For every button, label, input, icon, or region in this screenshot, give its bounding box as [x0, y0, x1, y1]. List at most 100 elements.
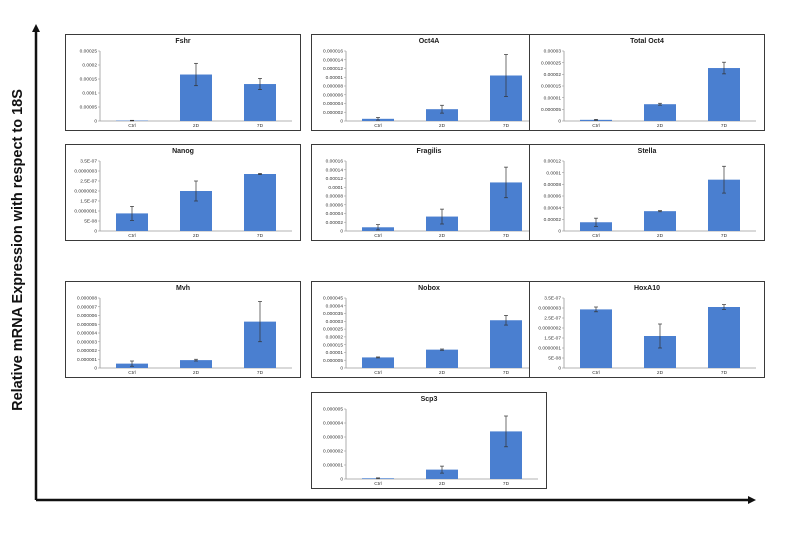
chart-plot-area: 0 0.00002 0.00004 0.00006 0.00008 0.0001 0.000… — [544, 159, 756, 239]
x-tick-label: 7D — [503, 481, 510, 487]
chart-panel-nobox: Nobox 0 0.000005 0.00001 0.000015 0.00002 0.00… — [311, 281, 547, 378]
x-tick-label: 7D — [503, 370, 510, 376]
y-tick-label: 5E-08 — [548, 356, 561, 362]
chart-plot-area: 0 0.000001 0.000002 0.000003 0.000004 0.00000… — [323, 407, 538, 487]
y-tick-label: 0.000012 — [323, 66, 343, 72]
chart-panel-hoxa10: HoxA10 0 5E-08 0.0000001 1.5E-07 0.0000002 2.5… — [529, 281, 765, 378]
x-tick-label: 2D — [657, 233, 664, 239]
y-tick-label: 0.000001 — [323, 463, 343, 469]
x-tick-label: Ctrl — [128, 233, 135, 239]
bar-7d — [490, 320, 522, 368]
x-tick-label: 7D — [721, 123, 728, 129]
chart-plot-area: 00.0000050.000010.0000150.000020.0000250… — [541, 49, 756, 129]
y-tick-label: 0.00003 — [326, 319, 344, 325]
y-tick-label: 0.000007 — [77, 304, 97, 310]
chart-title: Nanog — [172, 148, 194, 155]
y-tick-label: 0.00001 — [544, 95, 562, 101]
x-tick-label: 2D — [439, 233, 446, 239]
y-tick-label: 0.000005 — [77, 322, 97, 328]
x-tick-label: 7D — [257, 370, 264, 376]
x-tick-label: Ctrl — [374, 370, 381, 376]
y-tick-label: 0.00002 — [544, 217, 562, 223]
chart-title: Stella — [637, 148, 657, 155]
chart-plot-area: 00.0000050.000010.0000150.000020.0000250… — [323, 296, 538, 376]
y-tick-label: 0.00002 — [326, 220, 344, 226]
y-tick-label: 0.0001 — [546, 170, 561, 176]
y-tick-label: 0.0001 — [328, 185, 343, 191]
chart-title: Total Oct4 — [630, 38, 664, 45]
y-tick-label: 0.0000001 — [538, 346, 561, 352]
y-tick-label: 0.000014 — [323, 57, 343, 63]
x-tick-label: 2D — [657, 123, 664, 129]
y-tick-label: 0 — [340, 366, 343, 372]
y-tick-label: 2.5E-07 — [544, 316, 561, 322]
y-tick-label: 0.000004 — [323, 421, 343, 427]
y-tick-label: 0.000008 — [323, 84, 343, 90]
y-tick-label: 0.0000003 — [538, 306, 561, 312]
x-tick-label: 7D — [503, 233, 510, 239]
x-tick-label: Ctrl — [374, 481, 381, 487]
y-tick-label: 0.000003 — [77, 339, 97, 345]
x-tick-label: 2D — [193, 233, 200, 239]
x-tick-label: Ctrl — [374, 233, 381, 239]
y-tick-label: 0.000006 — [77, 313, 97, 319]
y-tick-label: 0.00005 — [80, 105, 98, 111]
bar-7d — [244, 174, 276, 231]
y-tick-label: 0.00016 — [326, 159, 344, 165]
x-tick-label: 2D — [193, 123, 200, 129]
chart-title: HoxA10 — [633, 285, 661, 292]
bar-2d — [644, 211, 676, 231]
chart-plot-area: 0 0.000001 0.000002 0.000003 0.000004 0.00000… — [77, 296, 292, 376]
y-tick-label: 0 — [558, 366, 561, 372]
y-tick-label: 0.000015 — [541, 84, 561, 90]
bar-ctrl — [362, 357, 394, 368]
y-axis-title-text: Relative mRNA Expression with respect to… — [10, 89, 26, 411]
y-tick-label: 0.0000002 — [74, 189, 97, 195]
x-tick-label: 2D — [657, 370, 664, 376]
y-tick-label: 0.00008 — [326, 194, 344, 200]
chart-title: Oct4A — [418, 38, 440, 45]
y-tick-label: 0 — [558, 229, 561, 235]
y-tick-label: 0.000001 — [77, 357, 97, 363]
y-tick-label: 0.0001 — [82, 91, 97, 97]
y-tick-label: 0.00002 — [326, 334, 344, 340]
y-tick-label: 0.00014 — [326, 167, 344, 173]
bar-ctrl — [116, 213, 148, 231]
x-tick-label: 2D — [439, 481, 446, 487]
chart-plot-area: 0 0.00005 0.0001 0.00015 0.0002 0.00025 Ctrl 2D… — [80, 49, 292, 129]
x-tick-label: 7D — [257, 123, 264, 129]
chart-plot-area: 0 5E-08 0.0000001 1.5E-07 0.0000002 2.5E-07 0.… — [74, 159, 292, 239]
x-tick-label: 7D — [721, 370, 728, 376]
y-tick-label: 0 — [340, 229, 343, 235]
y-tick-label: 0.000005 — [323, 407, 343, 413]
y-tick-label: 0.0002 — [82, 63, 97, 69]
y-tick-label: 3.5E-07 — [544, 296, 561, 302]
chart-title: Fshr — [175, 38, 191, 45]
y-tick-label: 0.00015 — [80, 77, 98, 83]
x-tick-label: 7D — [503, 123, 510, 129]
chart-panel-fragilis: Fragilis 0 0.00002 0.00004 0.00006 0.00008 0.0… — [311, 144, 547, 241]
y-tick-label: 0.000003 — [323, 435, 343, 441]
y-tick-label: 0.000005 — [323, 358, 343, 364]
y-tick-label: 0.00001 — [326, 75, 344, 81]
bar-7d — [708, 307, 740, 368]
y-tick-label: 0 — [94, 229, 97, 235]
y-tick-label: 0.000002 — [323, 449, 343, 455]
x-tick-label: Ctrl — [592, 233, 599, 239]
bar-7d — [244, 84, 276, 121]
y-tick-label: 0.000015 — [323, 342, 343, 348]
x-tick-label: 2D — [439, 370, 446, 376]
y-tick-label: 0.0000003 — [74, 169, 97, 175]
bar-2d — [426, 469, 458, 479]
y-tick-label: 1.5E-07 — [80, 199, 97, 205]
y-tick-label: 0.00006 — [326, 202, 344, 208]
y-tick-label: 1.5E-07 — [544, 336, 561, 342]
chart-panel-nanog: Nanog 0 5E-08 0.0000001 1.5E-07 0.0000002 2.5E… — [65, 144, 301, 241]
y-tick-label: 0 — [94, 366, 97, 372]
y-tick-label: 0.000005 — [541, 107, 561, 113]
chart-panel-mvh: Mvh 0 0.000001 0.000002 0.000003 0.000004 0.00… — [65, 281, 301, 378]
x-tick-label: 2D — [193, 370, 200, 376]
y-tick-label: 0.00004 — [326, 303, 344, 309]
